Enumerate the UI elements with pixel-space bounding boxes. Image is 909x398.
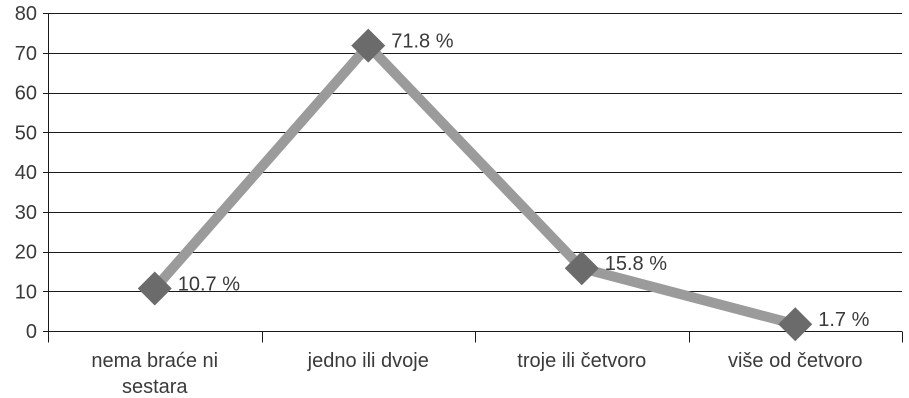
data-point-marker <box>137 271 172 306</box>
data-labels: 10.7 % 71.8 % 15.8 % 1.7 % <box>178 31 870 332</box>
axes <box>43 13 903 343</box>
y-tick-label: 70 <box>15 43 37 65</box>
y-tick-label: 20 <box>15 242 37 264</box>
data-label: 71.8 % <box>391 31 453 53</box>
data-label: 10.7 % <box>178 273 240 295</box>
y-tick-label: 50 <box>15 122 37 144</box>
data-point-marker <box>564 251 599 286</box>
y-tick-label: 60 <box>15 83 37 105</box>
x-tick-label: troje ili četvoro <box>517 350 646 372</box>
data-point-marker <box>351 28 386 63</box>
y-tick-label: 80 <box>15 3 37 25</box>
x-tick-label: jedno ili dvoje <box>307 350 429 372</box>
y-tick-label: 0 <box>26 321 37 343</box>
series-line <box>149 40 801 330</box>
data-label: 1.7 % <box>818 309 869 331</box>
y-tick-label: 30 <box>15 202 37 224</box>
x-tick-labels: nema braće ni sestara jedno ili dvoje troje… <box>91 350 862 398</box>
y-tick-label: 40 <box>15 162 37 184</box>
x-tick-label: više od četvoro <box>728 350 863 372</box>
data-point-marker <box>778 307 813 342</box>
data-label: 15.8 % <box>605 253 667 275</box>
y-tick-labels: 0 10 20 30 40 50 60 70 80 <box>15 3 37 343</box>
x-tick-label: nema braće ni sestara <box>91 350 218 398</box>
series <box>137 28 813 342</box>
y-tick-label: 10 <box>15 281 37 303</box>
